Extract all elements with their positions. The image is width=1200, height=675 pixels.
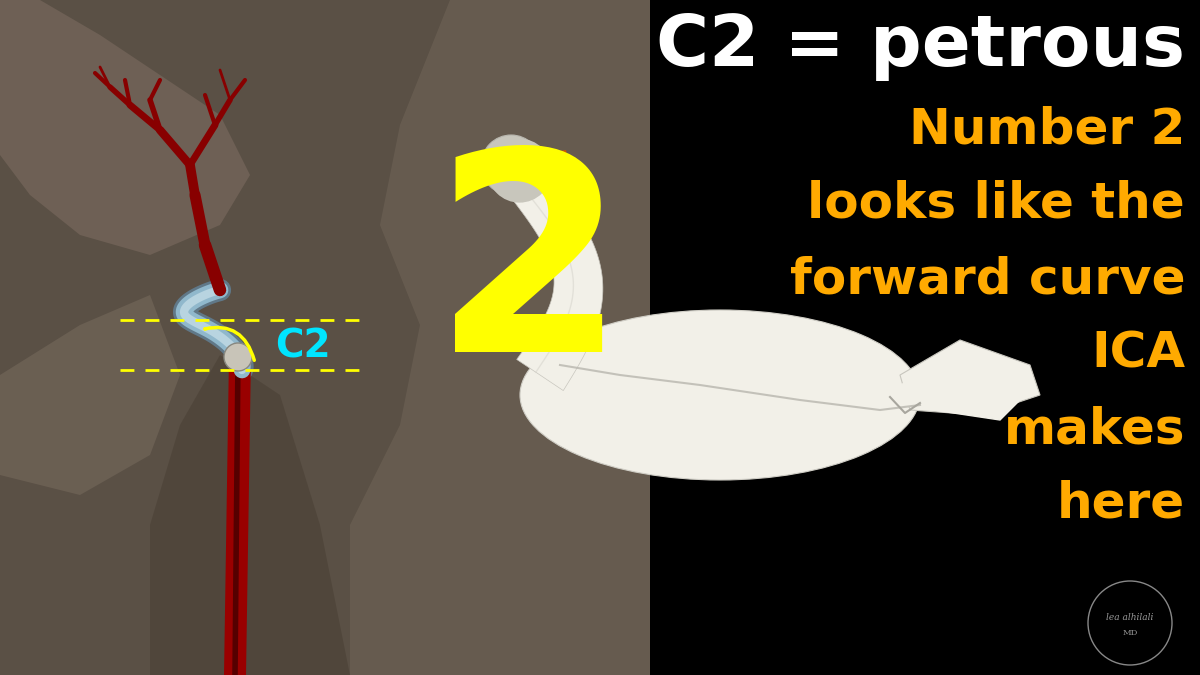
Polygon shape — [0, 0, 250, 255]
Polygon shape — [350, 0, 650, 675]
Text: lea alhilali: lea alhilali — [1106, 612, 1153, 622]
Bar — [650, 0, 1200, 675]
Circle shape — [487, 138, 552, 202]
Text: 2: 2 — [433, 140, 626, 410]
Polygon shape — [496, 153, 602, 391]
Polygon shape — [900, 340, 1040, 415]
Polygon shape — [0, 295, 180, 495]
Polygon shape — [150, 355, 350, 675]
Text: C2: C2 — [275, 328, 331, 366]
Text: Number 2: Number 2 — [908, 105, 1186, 153]
Text: ICA: ICA — [1091, 330, 1186, 378]
Circle shape — [518, 150, 528, 160]
Text: forward curve: forward curve — [790, 255, 1186, 303]
Text: here: here — [1057, 480, 1186, 528]
FancyArrowPatch shape — [205, 327, 254, 360]
Polygon shape — [521, 150, 569, 173]
Circle shape — [481, 135, 541, 195]
Text: looks like the: looks like the — [808, 180, 1186, 228]
Polygon shape — [900, 365, 1030, 420]
Circle shape — [224, 343, 252, 371]
Ellipse shape — [520, 310, 920, 480]
Text: makes: makes — [1003, 405, 1186, 453]
Text: C2 = petrous: C2 = petrous — [656, 12, 1186, 81]
Text: MD: MD — [1122, 629, 1138, 637]
Polygon shape — [224, 355, 251, 675]
Bar — [0, 0, 650, 675]
